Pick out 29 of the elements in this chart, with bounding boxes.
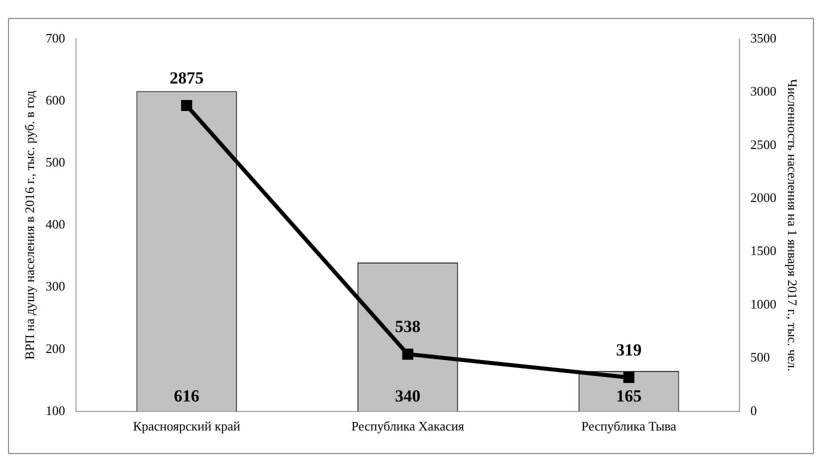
y2-tick-label: 3500 — [750, 30, 776, 46]
y2-tick-label: 1000 — [750, 296, 776, 312]
y2-tick-label: 500 — [750, 350, 770, 365]
data-label: 538 — [395, 317, 420, 336]
y-tick-label: 100 — [46, 402, 66, 418]
y2-tick-label: 2500 — [750, 136, 776, 152]
data-label: 2875 — [170, 68, 204, 88]
y2-tick-label: 0 — [750, 402, 757, 418]
y-axis-title: ВРП на душу населения в 2016 г., тыс. руб. в год — [22, 90, 38, 360]
x-tick-label: Республика Тыва — [581, 418, 676, 434]
y2-tick-label: 3000 — [750, 84, 776, 99]
data-label: 319 — [616, 340, 642, 360]
point — [181, 100, 192, 112]
y2-tick-label: 1500 — [750, 243, 776, 258]
y-tick-label: 300 — [46, 278, 66, 294]
y-tick-label: 200 — [46, 340, 66, 356]
data-label: 165 — [616, 386, 642, 406]
x-tick-label: Республика Хакасия — [351, 418, 464, 434]
x-tick-label: Красноярский край — [133, 418, 240, 434]
data-label: 616 — [174, 386, 200, 406]
y2-axis-title: Численность населения на 1 января 2017 г., тыс. чел. — [784, 79, 800, 372]
y-tick-label: 700 — [46, 30, 66, 46]
point — [402, 348, 414, 360]
data-label: 340 — [395, 386, 420, 406]
y-tick-label: 400 — [46, 216, 66, 232]
y2-tick-label: 2000 — [750, 190, 776, 206]
y-tick-label: 600 — [46, 92, 66, 108]
point — [623, 372, 634, 383]
y-tick-label: 500 — [46, 154, 66, 170]
